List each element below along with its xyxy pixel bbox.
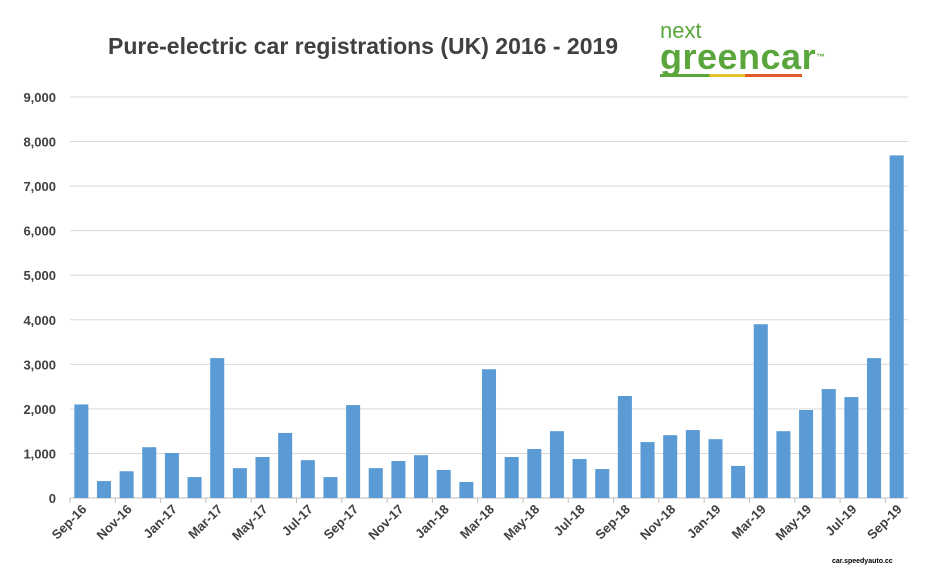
bar-oct-16 bbox=[96, 481, 111, 498]
x-tick-label: Jul-17 bbox=[279, 502, 316, 539]
bar-jul-17 bbox=[300, 460, 315, 498]
bar-dec-17 bbox=[414, 455, 429, 498]
x-tick-label: Jan-18 bbox=[412, 502, 452, 542]
bar-apr-19 bbox=[776, 431, 791, 498]
y-tick-label: 7,000 bbox=[23, 179, 56, 194]
bar-nov-16 bbox=[119, 471, 134, 498]
y-tick-label: 6,000 bbox=[23, 224, 56, 239]
bar-feb-19 bbox=[731, 465, 746, 498]
x-tick-label: Mar-18 bbox=[457, 502, 497, 542]
bar-jan-17 bbox=[164, 452, 179, 498]
x-tick-label: Sep-17 bbox=[320, 502, 361, 543]
bar-apr-18 bbox=[504, 457, 519, 498]
x-tick-label: Mar-17 bbox=[185, 502, 225, 542]
x-tick-label: Sep-18 bbox=[592, 502, 633, 543]
bar-oct-17 bbox=[368, 468, 383, 498]
bar-mar-18 bbox=[481, 369, 497, 498]
x-tick-label: Sep-16 bbox=[49, 502, 90, 543]
x-tick-label: Jan-19 bbox=[684, 502, 724, 542]
logo-color-bar bbox=[660, 74, 802, 77]
bar-jan-18 bbox=[436, 469, 451, 498]
bar-sep-17 bbox=[346, 405, 361, 498]
bar-jul-18 bbox=[572, 459, 587, 498]
bar-jun-18 bbox=[549, 431, 564, 498]
x-tick-label: Jul-19 bbox=[822, 502, 859, 539]
bar-nov-17 bbox=[391, 461, 406, 498]
bar-jun-17 bbox=[278, 432, 293, 498]
bar-aug-19 bbox=[867, 358, 882, 498]
bar-sep-16 bbox=[74, 404, 89, 498]
x-tick-label: Sep-19 bbox=[864, 502, 905, 543]
bar-dec-16 bbox=[142, 447, 157, 498]
y-tick-label: 4,000 bbox=[23, 313, 56, 328]
bar-mar-17 bbox=[210, 358, 225, 498]
x-tick-label: Jan-17 bbox=[140, 502, 180, 542]
y-tick-label: 0 bbox=[49, 491, 56, 506]
bar-may-17 bbox=[255, 457, 270, 498]
chart-title: Pure-electric car registrations (UK) 201… bbox=[108, 33, 619, 59]
bar-nov-18 bbox=[663, 435, 678, 498]
bar-sep-19 bbox=[889, 155, 904, 498]
bar-aug-17 bbox=[323, 477, 338, 498]
bar-feb-17 bbox=[187, 477, 202, 498]
watermark: car.speedyauto.cc bbox=[832, 558, 893, 565]
bar-jun-19 bbox=[821, 389, 836, 498]
x-tick-label: Jul-18 bbox=[551, 502, 588, 539]
x-tick-label: May-19 bbox=[772, 502, 814, 544]
bar-oct-18 bbox=[640, 442, 655, 498]
x-tick-label: Nov-16 bbox=[93, 502, 134, 543]
bar-apr-17 bbox=[232, 468, 247, 498]
x-tick-label: May-17 bbox=[229, 502, 271, 544]
bar-dec-18 bbox=[685, 430, 700, 498]
logo-next: next bbox=[660, 18, 702, 43]
nextgreencar-logo: next greencar™ bbox=[660, 20, 826, 77]
bar-jan-19 bbox=[708, 439, 723, 498]
y-tick-label: 5,000 bbox=[23, 268, 56, 283]
bar-sep-18 bbox=[617, 395, 632, 498]
y-tick-label: 3,000 bbox=[23, 357, 56, 372]
bar-may-19 bbox=[799, 410, 814, 498]
logo-tm: ™ bbox=[816, 52, 826, 62]
y-tick-label: 2,000 bbox=[23, 402, 56, 417]
bar-feb-18 bbox=[459, 481, 474, 498]
bar-may-18 bbox=[527, 448, 542, 498]
y-tick-label: 1,000 bbox=[23, 446, 56, 461]
x-tick-label: Nov-18 bbox=[637, 502, 678, 543]
bar-mar-19 bbox=[753, 324, 768, 498]
y-tick-label: 8,000 bbox=[23, 135, 56, 150]
bar-jul-19 bbox=[844, 397, 859, 498]
bar-aug-18 bbox=[595, 469, 610, 498]
logo-greencar: greencar bbox=[660, 36, 817, 77]
y-tick-label: 9,000 bbox=[23, 90, 56, 105]
x-tick-label: Nov-17 bbox=[365, 502, 406, 543]
x-tick-label: May-18 bbox=[501, 502, 543, 544]
x-tick-label: Mar-19 bbox=[729, 502, 769, 542]
